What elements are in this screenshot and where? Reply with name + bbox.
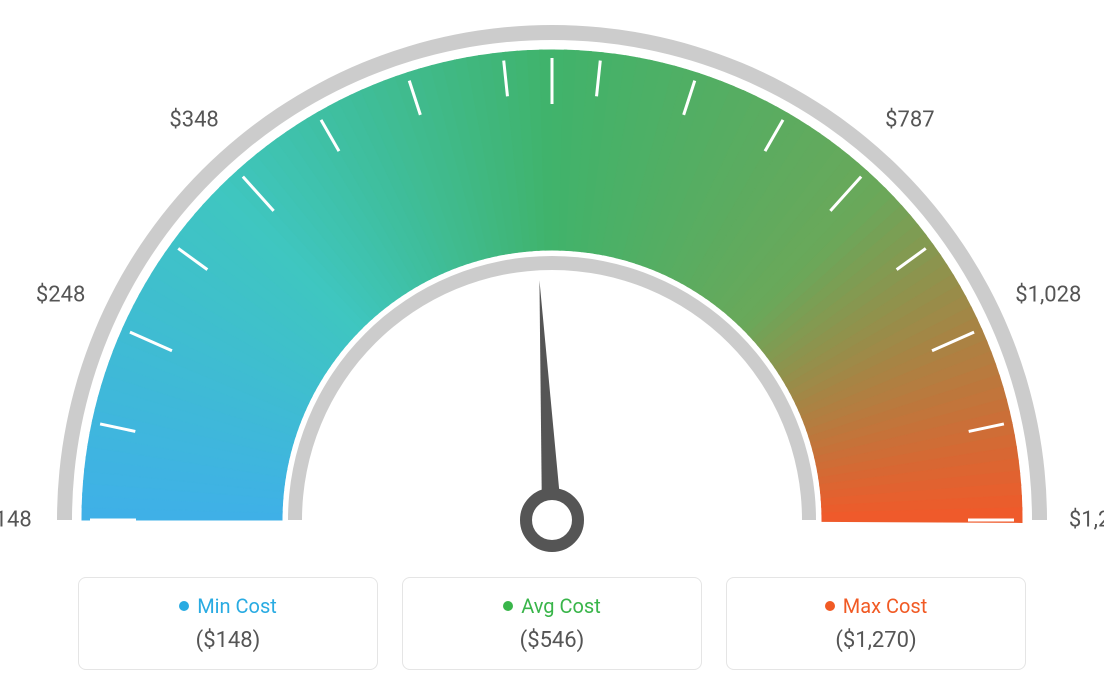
legend-label-max: Max Cost [843, 594, 928, 618]
legend-title-avg: Avg Cost [423, 594, 681, 618]
legend-title-min: Min Cost [99, 594, 357, 618]
legend-row: Min Cost ($148) Avg Cost ($546) Max Cost… [0, 577, 1104, 670]
gauge-tick-label: $1,028 [1015, 282, 1081, 307]
legend-label-min: Min Cost [197, 594, 277, 618]
legend-card-max: Max Cost ($1,270) [726, 577, 1026, 670]
legend-card-min: Min Cost ($148) [78, 577, 378, 670]
gauge-tick-label: $348 [169, 107, 218, 132]
legend-title-max: Max Cost [747, 594, 1005, 618]
legend-value-max: ($1,270) [747, 628, 1005, 653]
legend-dot-avg [503, 601, 513, 611]
legend-value-avg: ($546) [423, 628, 681, 653]
gauge-tick-label: $1,270 [1069, 508, 1104, 533]
legend-label-avg: Avg Cost [521, 594, 601, 618]
gauge-tick-label: $248 [36, 282, 85, 307]
gauge-tick-label: $787 [885, 107, 934, 132]
legend-dot-max [825, 601, 835, 611]
legend-dot-min [179, 601, 189, 611]
gauge-chart: $148$248$348$546$787$1,028$1,270 [0, 0, 1104, 560]
legend-card-avg: Avg Cost ($546) [402, 577, 702, 670]
gauge-tick-label: $148 [0, 508, 32, 533]
gauge-svg [0, 0, 1104, 560]
legend-value-min: ($148) [99, 628, 357, 653]
